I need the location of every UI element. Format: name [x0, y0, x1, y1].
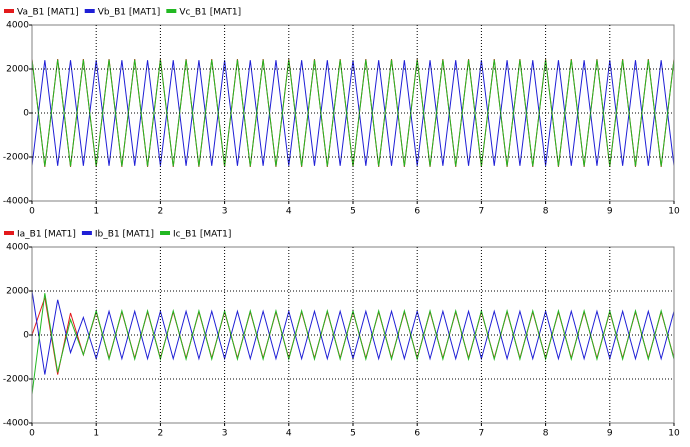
- legend-swatch: [4, 231, 14, 235]
- legend-swatch: [166, 9, 177, 13]
- x-tick-label: 5: [350, 207, 356, 217]
- x-tick-label: 9: [607, 429, 613, 439]
- x-tick-label: 10: [668, 429, 680, 439]
- y-tick-label: -2000: [3, 375, 29, 385]
- legend-swatch: [81, 231, 92, 235]
- x-tick-label: 8: [543, 429, 549, 439]
- y-tick-label: -4000: [3, 197, 29, 207]
- legend-swatch: [160, 231, 171, 235]
- legend-label: Ic_B1 [MAT1]: [173, 230, 231, 240]
- x-tick-label: 1: [93, 429, 99, 439]
- x-tick-label: 3: [222, 429, 228, 439]
- x-tick-label: 7: [479, 207, 485, 217]
- legend-label: Va_B1 [MAT1]: [17, 8, 79, 18]
- legend-label: Vb_B1 [MAT1]: [98, 8, 161, 18]
- y-tick-label: -4000: [3, 419, 29, 429]
- x-tick-label: 1: [93, 207, 99, 217]
- y-tick-label: 4000: [6, 243, 29, 253]
- y-tick-label: -2000: [3, 153, 29, 163]
- legend-label: Vc_B1 [MAT1]: [179, 8, 241, 18]
- y-tick-label: 4000: [6, 21, 29, 31]
- x-tick-label: 2: [158, 429, 164, 439]
- y-tick-label: 2000: [6, 287, 29, 297]
- x-tick-label: 4: [286, 207, 292, 217]
- x-tick-label: 0: [29, 207, 35, 217]
- x-tick-label: 4: [286, 429, 292, 439]
- series-line: [31, 60, 675, 166]
- legend-label: Ib_B1 [MAT1]: [95, 230, 154, 240]
- x-tick-label: 6: [414, 207, 420, 217]
- x-tick-label: 7: [479, 429, 485, 439]
- x-tick-label: 2: [158, 207, 164, 217]
- x-tick-label: 0: [29, 429, 35, 439]
- legend-swatch: [4, 9, 14, 13]
- x-tick-label: 6: [414, 429, 420, 439]
- series-line: [31, 290, 675, 375]
- y-tick-label: 2000: [6, 65, 29, 75]
- y-tick-label: 0: [23, 109, 29, 119]
- legend-swatch: [84, 9, 95, 13]
- x-tick-label: 8: [543, 207, 549, 217]
- x-tick-label: 10: [668, 207, 680, 217]
- legend-label: Ia_B1 [MAT1]: [17, 230, 76, 240]
- x-tick-label: 3: [222, 207, 228, 217]
- x-tick-label: 5: [350, 429, 356, 439]
- y-tick-label: 0: [23, 331, 29, 341]
- x-tick-label: 9: [607, 207, 613, 217]
